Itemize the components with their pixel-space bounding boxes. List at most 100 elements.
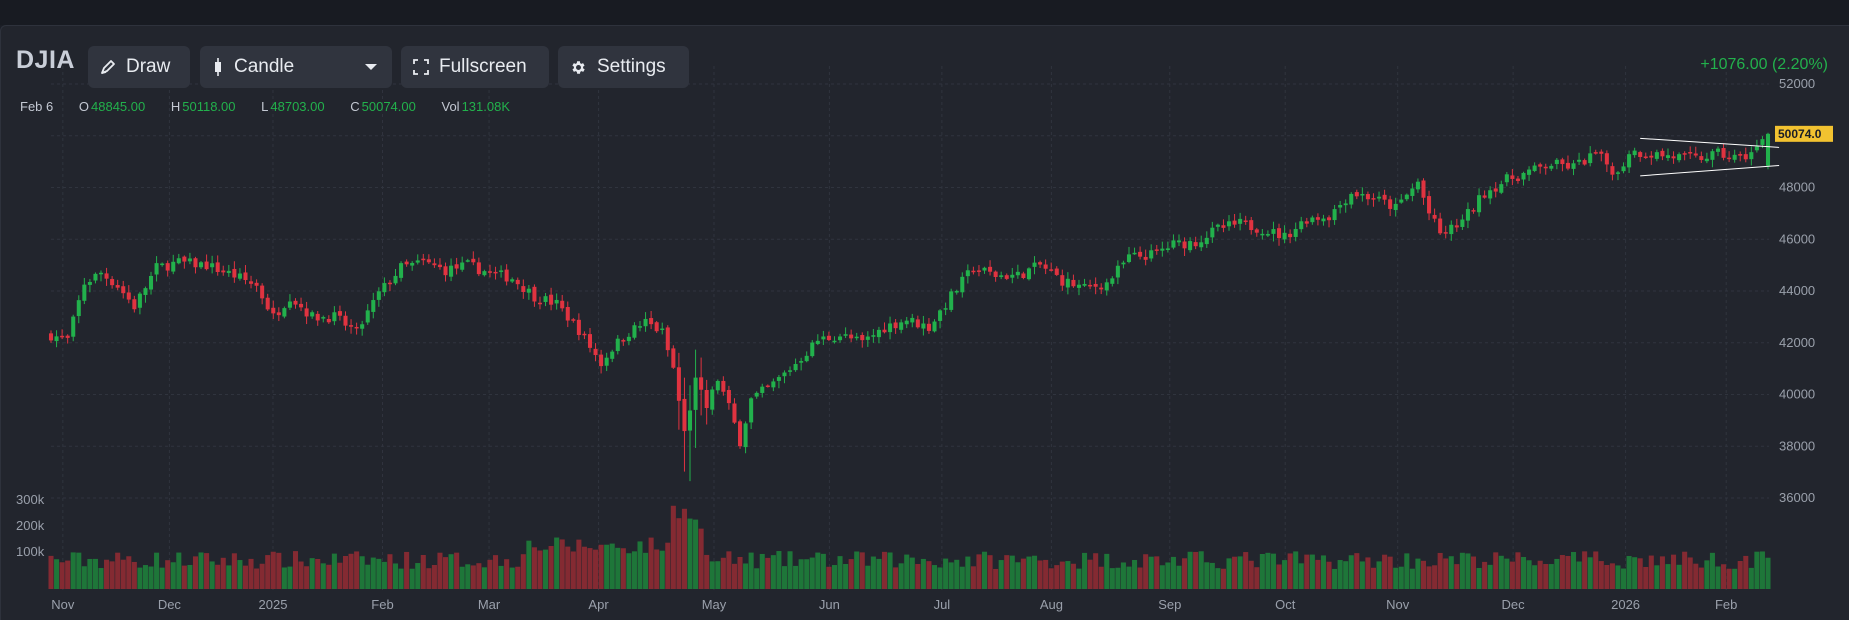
y-axis-label: 44000 <box>1779 283 1815 298</box>
candle-body <box>476 262 481 275</box>
volume-bar <box>1054 565 1060 589</box>
volume-bar <box>1282 560 1288 589</box>
volume-bar <box>176 552 182 589</box>
candle-body <box>882 329 887 333</box>
candle-body <box>765 385 770 388</box>
volume-bar <box>1726 568 1732 589</box>
candle-body <box>1560 159 1565 165</box>
candle-body <box>321 317 326 319</box>
x-axis-label: Jun <box>819 597 840 612</box>
candle-body <box>1727 157 1732 160</box>
candle-body <box>504 269 509 282</box>
candle-body <box>1321 218 1326 222</box>
volume-bar <box>576 539 582 589</box>
candle-body <box>754 392 759 397</box>
candle-body <box>1354 192 1359 197</box>
candle-body <box>160 263 165 266</box>
volume-bar <box>1498 555 1504 589</box>
volume-bar <box>1170 556 1176 589</box>
candle-body <box>1515 178 1520 181</box>
volume-bar <box>126 556 132 589</box>
candle-body <box>576 319 581 335</box>
candle-body <box>599 354 604 367</box>
draw-button[interactable]: Draw <box>88 46 190 88</box>
candle-body <box>1643 156 1648 159</box>
volume-bar <box>59 562 65 589</box>
volume-bar <box>1343 561 1349 589</box>
volume-bar <box>665 542 671 589</box>
x-axis-label: Oct <box>1275 597 1296 612</box>
candle-body <box>843 334 848 336</box>
candle-body <box>543 296 548 302</box>
x-axis-label: Jul <box>934 597 951 612</box>
candle-body <box>421 258 426 261</box>
ohlc-close-key: C <box>350 99 360 114</box>
candle-body <box>276 312 281 316</box>
candle-body <box>726 390 731 404</box>
candle-body <box>1493 188 1498 192</box>
volume-bar <box>1704 560 1710 589</box>
candle-body <box>687 410 693 431</box>
volume-bar <box>498 565 504 589</box>
price-chart[interactable]: 5200050000480004600044000420004000038000… <box>1 26 1849 620</box>
x-axis-label: Nov <box>51 597 75 612</box>
volume-bar <box>1487 564 1493 589</box>
candle-body <box>593 348 598 356</box>
candle-body <box>237 273 242 279</box>
volume-bar <box>1032 555 1038 589</box>
volume-bar <box>198 552 204 589</box>
candle-body <box>1660 150 1665 157</box>
candle-body <box>1443 232 1448 234</box>
volume-bar <box>798 559 804 589</box>
candle-body <box>1693 153 1698 156</box>
settings-button[interactable]: Settings <box>558 46 689 88</box>
candle-body <box>1143 256 1148 260</box>
candle-body <box>671 348 676 368</box>
candle-body <box>1060 275 1065 286</box>
volume-bar <box>554 537 560 589</box>
x-axis-label: Mar <box>478 597 501 612</box>
candle-body <box>137 293 142 308</box>
volume-bar <box>1759 551 1765 589</box>
candle-body <box>988 266 993 272</box>
volume-bar <box>1570 551 1577 589</box>
candle-body <box>949 291 954 310</box>
fullscreen-button[interactable]: Fullscreen <box>401 46 549 88</box>
volume-bar <box>120 559 126 589</box>
volume-bar <box>1348 555 1354 589</box>
candle-body <box>526 288 531 293</box>
candle-body <box>499 270 504 272</box>
candle-body <box>799 361 804 363</box>
volume-bar <box>1754 551 1760 589</box>
candle-body <box>104 273 109 279</box>
ohlc-close: 50074.00 <box>361 99 416 114</box>
volume-bar <box>626 553 632 589</box>
candle-body <box>693 377 698 410</box>
volume-bar <box>1559 555 1565 589</box>
volume-bar <box>1515 552 1521 589</box>
volume-bar <box>1626 556 1632 589</box>
candle-body <box>582 333 587 336</box>
candle-body <box>660 328 665 331</box>
volume-bar <box>1370 567 1376 589</box>
volume-bar <box>1732 568 1738 589</box>
candle-body <box>149 275 154 290</box>
volume-bar <box>1537 560 1543 589</box>
candle-body <box>1099 287 1104 290</box>
volume-bar <box>1565 555 1571 589</box>
candle-body <box>1665 155 1670 158</box>
volume-bar <box>1287 553 1293 589</box>
settings-label: Settings <box>597 56 666 77</box>
candle-body <box>899 322 904 330</box>
candle-body <box>271 307 276 314</box>
volume-bar <box>1382 554 1388 589</box>
volume-bar <box>209 561 215 589</box>
candle-body <box>621 340 626 342</box>
volume-bar <box>637 541 643 589</box>
candle-body <box>915 319 920 328</box>
chart-type-dropdown[interactable]: Candle <box>200 46 392 88</box>
volume-bar <box>398 568 404 589</box>
candle-body <box>1738 154 1743 156</box>
volume-bar <box>1737 560 1743 589</box>
candle-body <box>1115 265 1120 278</box>
